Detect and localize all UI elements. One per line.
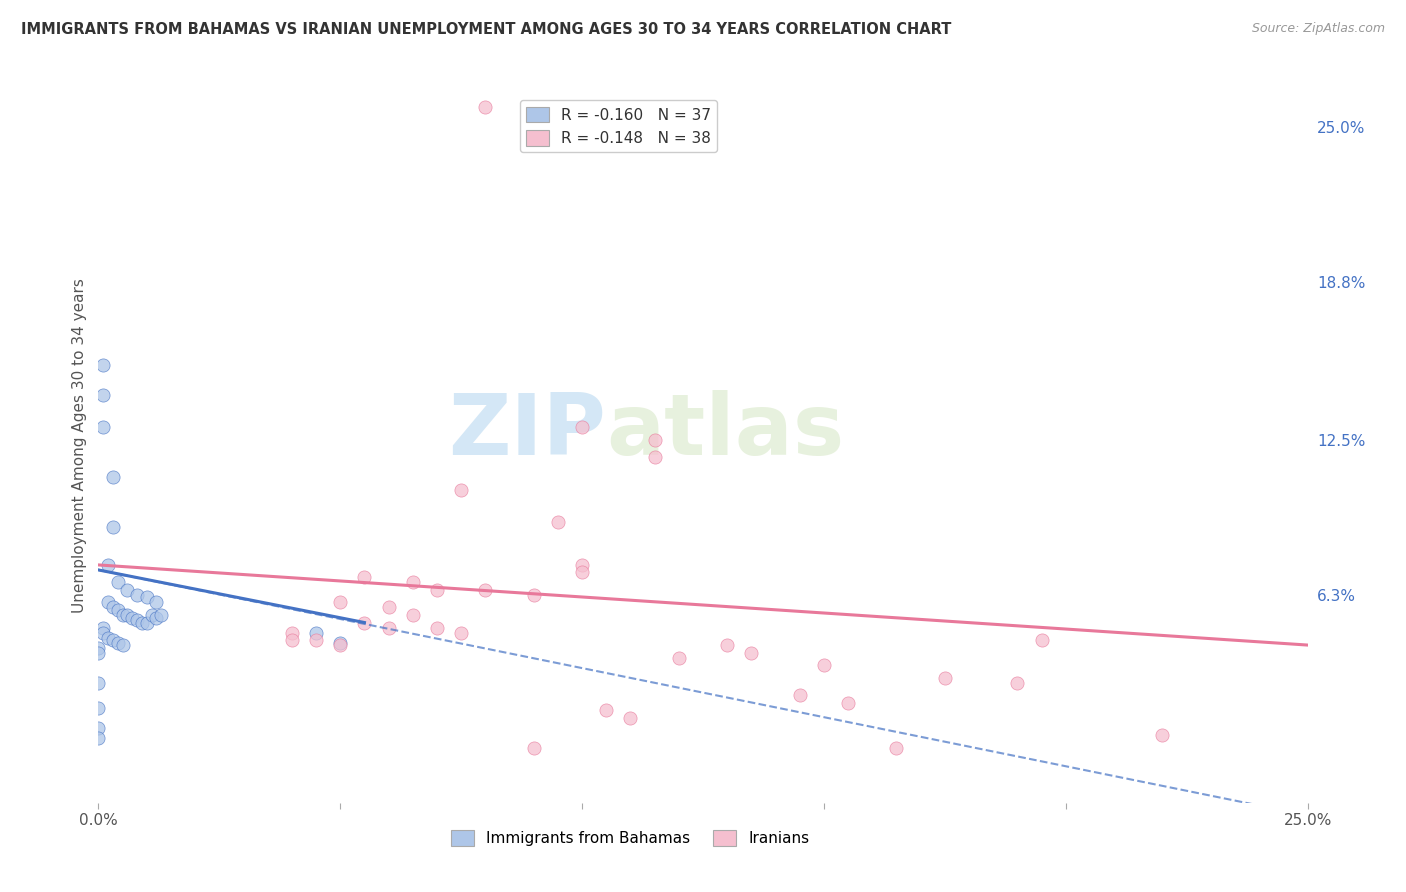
Point xyxy=(97,631,120,645)
Point xyxy=(353,570,375,584)
Point xyxy=(571,558,593,572)
Point xyxy=(281,625,304,640)
Text: Source: ZipAtlas.com: Source: ZipAtlas.com xyxy=(1251,22,1385,36)
Point xyxy=(91,621,114,635)
Point xyxy=(450,483,472,497)
Point xyxy=(716,638,738,652)
Point xyxy=(127,613,149,627)
Point xyxy=(619,711,641,725)
Point xyxy=(523,588,546,602)
Point xyxy=(87,646,110,660)
Point xyxy=(87,721,110,735)
Point xyxy=(837,696,859,710)
Point xyxy=(101,520,124,534)
Point xyxy=(101,470,124,484)
Point xyxy=(111,607,134,622)
Point xyxy=(547,516,569,530)
Point xyxy=(426,621,449,635)
Point xyxy=(87,731,110,745)
Point xyxy=(886,740,908,755)
Point xyxy=(150,607,173,622)
Point xyxy=(135,591,157,605)
Point xyxy=(789,688,811,702)
Point xyxy=(740,646,762,660)
Point xyxy=(329,635,352,649)
Text: ZIP: ZIP xyxy=(449,390,606,474)
Point xyxy=(117,582,139,597)
Point xyxy=(474,582,496,597)
Point xyxy=(571,420,593,434)
Text: atlas: atlas xyxy=(606,390,845,474)
Point xyxy=(1152,728,1174,742)
Point xyxy=(402,607,425,622)
Point xyxy=(377,621,399,635)
Point xyxy=(121,610,143,624)
Point xyxy=(91,358,114,372)
Point xyxy=(1031,633,1053,648)
Point xyxy=(145,595,167,609)
Legend: Immigrants from Bahamas, Iranians: Immigrants from Bahamas, Iranians xyxy=(446,824,815,852)
Point xyxy=(450,625,472,640)
Point xyxy=(107,603,129,617)
Point xyxy=(595,703,617,717)
Point xyxy=(111,638,134,652)
Point xyxy=(107,635,129,649)
Point xyxy=(474,100,496,114)
Point xyxy=(644,450,666,465)
Point xyxy=(934,671,956,685)
Point xyxy=(117,607,139,622)
Point xyxy=(523,740,546,755)
Point xyxy=(131,615,153,630)
Point xyxy=(426,582,449,597)
Point xyxy=(644,433,666,447)
Point xyxy=(281,633,304,648)
Point xyxy=(305,633,328,648)
Point xyxy=(145,610,167,624)
Point xyxy=(141,607,163,622)
Point xyxy=(97,595,120,609)
Text: IMMIGRANTS FROM BAHAMAS VS IRANIAN UNEMPLOYMENT AMONG AGES 30 TO 34 YEARS CORREL: IMMIGRANTS FROM BAHAMAS VS IRANIAN UNEMP… xyxy=(21,22,952,37)
Point xyxy=(97,558,120,572)
Point xyxy=(353,615,375,630)
Point xyxy=(91,387,114,401)
Point xyxy=(1007,675,1029,690)
Point xyxy=(329,595,352,609)
Point xyxy=(813,658,835,673)
Point xyxy=(87,640,110,655)
Y-axis label: Unemployment Among Ages 30 to 34 years: Unemployment Among Ages 30 to 34 years xyxy=(72,278,87,614)
Point xyxy=(377,600,399,615)
Point xyxy=(668,650,690,665)
Point xyxy=(101,633,124,648)
Point xyxy=(127,588,149,602)
Point xyxy=(135,615,157,630)
Point xyxy=(305,625,328,640)
Point xyxy=(571,566,593,580)
Point xyxy=(402,575,425,590)
Point xyxy=(107,575,129,590)
Point xyxy=(91,625,114,640)
Point xyxy=(101,600,124,615)
Point xyxy=(87,700,110,714)
Point xyxy=(329,638,352,652)
Point xyxy=(87,675,110,690)
Point xyxy=(91,420,114,434)
